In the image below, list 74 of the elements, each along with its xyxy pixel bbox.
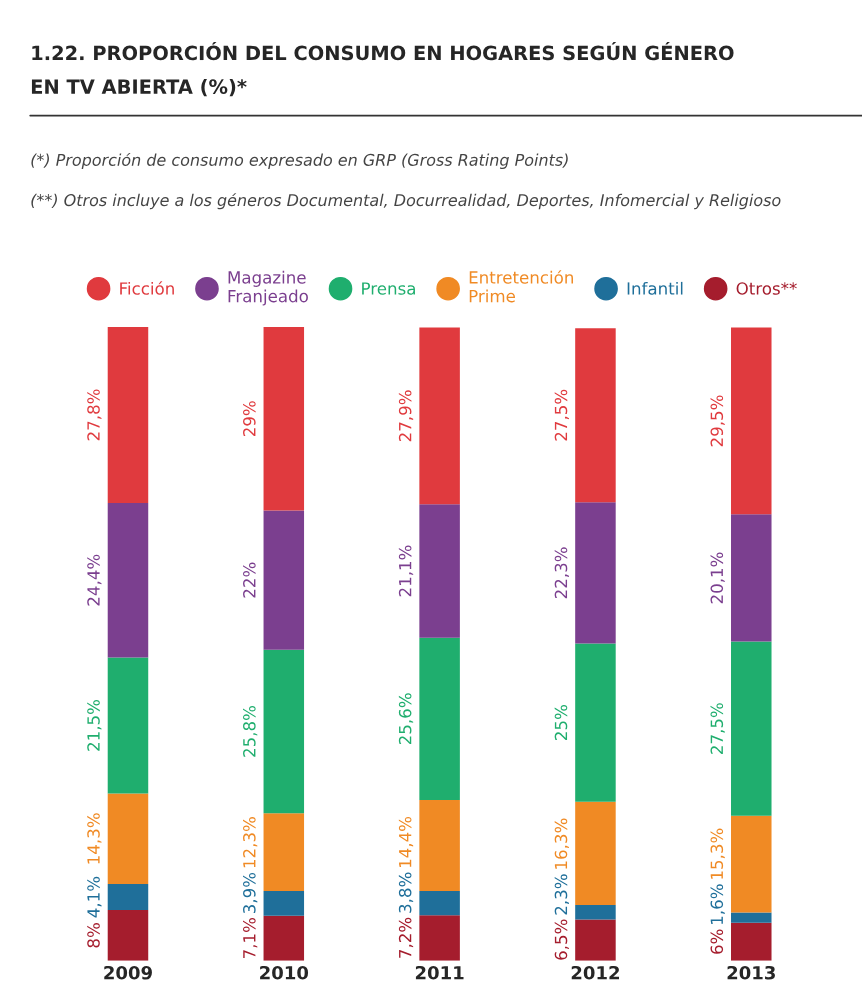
data-label: 3,9% [243,872,258,914]
legend-label: Otros** [736,282,797,295]
bar [419,915,460,961]
data-label: 7,2% [398,917,414,958]
legend-label: Magazine Franjeado [228,270,308,306]
data-label: 22% [243,562,256,598]
data-label: 6% [710,929,724,954]
bar [419,327,460,505]
data-label: 29% [243,401,256,437]
bar [419,799,460,892]
bar [107,326,149,503]
bar [731,922,772,961]
data-label: 14,3% [87,813,102,864]
legend-label: Infantil [627,281,683,295]
data-label: 22,3% [554,547,569,599]
bar [419,637,460,800]
x-tick-label: 2011 [415,965,464,980]
bar [575,643,616,802]
legend-label: Prensa [362,282,415,295]
bar [575,328,616,503]
bar [731,641,772,816]
bar [263,510,305,650]
bar [575,801,616,906]
data-label: 27,9% [398,390,414,442]
data-label: 8% [87,923,100,948]
data-label: 25% [554,705,568,740]
bar [263,891,305,916]
bar [575,919,616,961]
data-label: 25,6% [398,693,414,745]
bar [263,813,305,892]
data-label: 27,8% [87,389,102,441]
data-label: 20,1% [710,552,725,604]
data-label: 27,5% [710,703,725,754]
legend-label: Ficción [120,281,174,295]
bar [731,327,772,515]
bar [107,793,149,885]
bar [575,502,616,644]
data-label: 14,4% [398,816,414,868]
bar [731,514,772,642]
bar [419,891,460,916]
bar [263,326,305,511]
data-label: 6,5% [554,919,569,960]
data-label: 16,3% [554,818,569,869]
data-label: 3,8% [398,872,414,913]
bar [731,815,772,913]
data-label: 25,8% [243,705,258,757]
bar [731,912,772,923]
data-label: 12,3% [243,817,258,868]
bar [419,504,460,638]
data-label: 21,1% [398,545,414,597]
data-label: 27,5% [554,389,569,441]
data-label: 1,6% [710,884,725,924]
bar [107,502,149,658]
data-label: 4,1% [87,876,102,918]
data-label: 7,1% [243,918,258,959]
data-label: 2,3% [554,874,569,915]
data-label: 15,3% [710,828,725,879]
data-label: 21,5% [87,699,102,751]
bar [107,657,149,794]
legend-label: Entretención Prime [469,270,573,303]
x-tick-label: 2013 [727,965,775,980]
bar [107,910,149,961]
text: (**) Otros incluye a los géneros Documental, Docurrealidad, Deportes, Infomercial y Religioso [31,193,781,210]
bar [575,905,616,920]
bar [107,884,149,911]
x-tick-label: 2010 [260,965,309,980]
text: (*) Proporción de consumo expresado en GRP (Gross Rating Points) [31,152,568,170]
bar [263,649,305,814]
chart-title: 1.22. PROPORCIÓN DEL CONSUMO EN HOGARES SEGÚN GÉNERO EN TV ABIERTA (%)* [31,42,734,97]
bar [263,915,305,961]
x-tick-label: 2012 [571,965,619,980]
x-tick-label: 2009 [104,965,152,980]
data-label: 29,5% [710,395,725,447]
data-label: 24,4% [87,554,102,606]
